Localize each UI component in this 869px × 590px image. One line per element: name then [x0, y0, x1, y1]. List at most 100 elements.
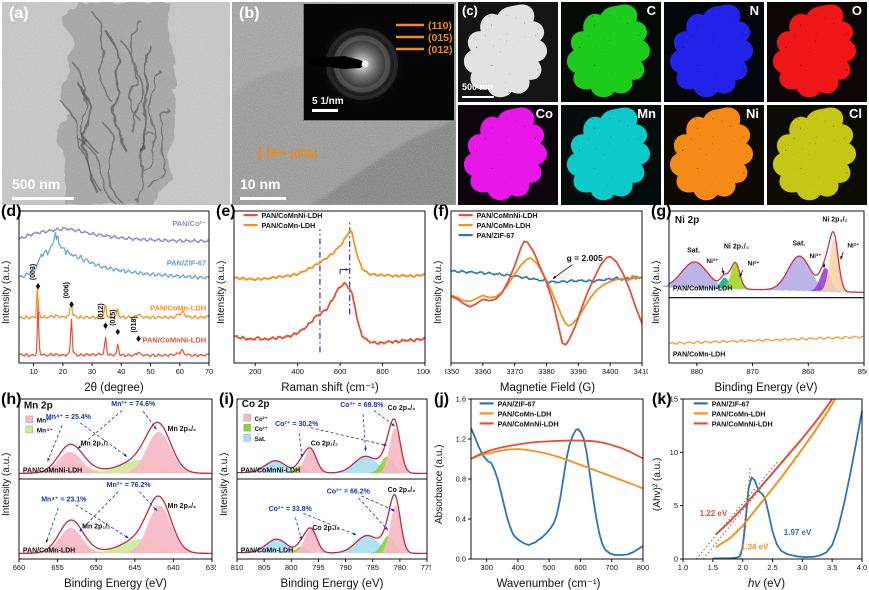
svg-text:850: 850 [858, 367, 867, 376]
svg-text:3380: 3380 [538, 367, 555, 376]
svg-text:PAN/ZIF-67: PAN/ZIF-67 [498, 399, 536, 408]
raman-plot: PAN/CoMnNi-LDH PAN/CoMn-LDH 200 400 600 800 10… [228, 208, 430, 379]
panel-b-scalebar [240, 197, 286, 200]
svg-text:870: 870 [746, 367, 759, 376]
uvvis-plot: PAN/ZIF-67 PAN/CoMn-LDH PAN/CoMnNi-LDH 300 4… [446, 396, 649, 575]
svg-text:785: 785 [366, 563, 379, 572]
svg-text:(012): (012) [98, 303, 105, 319]
eds-tile-C: C [561, 2, 661, 102]
svg-text:780: 780 [394, 563, 407, 572]
epr-y-axis-label: Intensity (a.u.) [433, 260, 444, 325]
panel-a-tem-image: (a) 500 nm [2, 2, 230, 205]
panel-a-scalebar-label: 500 nm [12, 176, 61, 192]
xrd-plot: (003) (006) (012) (015) (018) PAN/Co²⁺ PAN/ZIF… [13, 208, 213, 379]
tauc-plot: PAN/ZIF-67 PAN/CoMn-LDH PAN/CoMnNi-LDH 1.22… [664, 396, 867, 575]
svg-text:PAN/CoMnNi-LDH: PAN/CoMnNi-LDH [143, 335, 207, 344]
svg-text:660: 660 [13, 563, 25, 572]
svg-text:Mn 2p₃/₂: Mn 2p₃/₂ [168, 503, 197, 510]
svg-text:Co²⁺: Co²⁺ [255, 416, 268, 423]
svg-text:3350: 3350 [445, 367, 459, 376]
svg-text:1.22 eV: 1.22 eV [700, 509, 728, 518]
svg-text:(015): (015) [110, 309, 117, 325]
svg-text:810: 810 [231, 563, 243, 572]
svg-text:50: 50 [146, 367, 154, 376]
svg-text:600: 600 [334, 367, 347, 376]
panel-g-ni2p-xps: (g) Intensity (a.u.) Ni 2p Sat. Ni³⁺ Ni 2p₁… [650, 203, 869, 394]
svg-text:Co²⁺ = 33.8%: Co²⁺ = 33.8% [269, 505, 313, 513]
svg-text:Co 2p₃/₂: Co 2p₃/₂ [388, 405, 416, 412]
svg-text:Ni³⁺: Ni³⁺ [809, 253, 821, 260]
eds-label-Mn: Mn [637, 106, 656, 121]
tauc-x-axis-label: hv (eV) [747, 578, 786, 590]
panel-i-co2p-xps: (i) Intensity (a.u.) Co²⁺ Co³⁺ Sat. Co 2p Co… [218, 391, 433, 590]
svg-text:3410: 3410 [634, 367, 648, 376]
panel-d-xrd: (d) Intensity (a.u.) (003) (006) (012) (015… [0, 203, 215, 394]
svg-text:PAN/ZIF-67: PAN/ZIF-67 [167, 259, 206, 268]
tem-image-graphic [2, 2, 230, 205]
eds-tile-O: O [767, 2, 867, 102]
raman-y-axis-label: Intensity (a.u.) [216, 260, 227, 325]
panel-b-scalebar-label: 10 nm [240, 176, 281, 192]
svg-text:655: 655 [51, 563, 64, 572]
svg-text:0.0: 0.0 [456, 555, 466, 564]
svg-text:640: 640 [167, 563, 180, 572]
eds-tile-Cl: Cl [767, 105, 867, 205]
svg-text:645: 645 [129, 563, 142, 572]
svg-text:Co 2p: Co 2p [242, 399, 270, 410]
uvvis-y-axis-label: Absorbance (a.u.) [434, 444, 445, 525]
svg-text:40: 40 [117, 367, 125, 376]
svg-text:Co 2p₁/₂: Co 2p₁/₂ [312, 525, 339, 532]
svg-text:Mn 2p: Mn 2p [24, 401, 53, 412]
svg-text:PAN/CoMnNi-LDH: PAN/CoMnNi-LDH [241, 468, 300, 475]
svg-text:880: 880 [691, 367, 704, 376]
svg-text:g = 2.005: g = 2.005 [567, 253, 603, 263]
svg-text:775: 775 [421, 563, 431, 572]
svg-text:PAN/CoMnNi-LDH: PAN/CoMnNi-LDH [673, 286, 732, 293]
svg-text:Sat.: Sat. [255, 437, 266, 443]
co2p-plot: Co²⁺ Co³⁺ Sat. Co 2p Co²⁺ = 30.2% Co³⁺ = 69.8… [231, 396, 431, 575]
panel-e-raman: (e) Intensity (a.u.) PAN/CoMnNi-LDH PAN/C… [215, 203, 432, 394]
svg-text:Sat.: Sat. [792, 241, 805, 248]
saed-scalebar-label: 5 1/nm [312, 96, 344, 107]
svg-text:3370: 3370 [506, 367, 523, 376]
panel-b-letter: (b) [239, 5, 260, 22]
svg-text:PAN/ZIF-67: PAN/ZIF-67 [712, 399, 750, 408]
panel-h-letter: (h) [1, 391, 22, 408]
svg-text:1.6: 1.6 [456, 396, 466, 404]
svg-text:Mn 2p₁/₂: Mn 2p₁/₂ [82, 524, 110, 531]
panel-j-letter: (j) [434, 391, 450, 408]
svg-text:1.34 eV: 1.34 eV [741, 542, 769, 551]
ni2p-plot: Ni 2p Sat. Ni³⁺ Ni 2p₁/₂ Ni²⁺ Sat. Ni³⁺ Ni 2p₃/… [663, 208, 867, 379]
xrd-x-axis-label: 2θ (degree) [84, 382, 144, 394]
svg-text:PAN/CoMn-LDH: PAN/CoMn-LDH [498, 409, 552, 418]
svg-text:635: 635 [206, 563, 216, 572]
svg-text:200: 200 [249, 367, 262, 376]
tauc-y-axis-label: (Ahv)² (a.u.) [652, 457, 663, 512]
svg-text:60: 60 [176, 367, 184, 376]
mn2p-y-axis-label: Intensity (a.u.) [1, 452, 12, 517]
svg-text:2.0: 2.0 [737, 563, 747, 572]
ni2p-y-axis-label: Intensity (a.u.) [651, 260, 662, 325]
svg-text:1.97 eV: 1.97 eV [784, 528, 812, 537]
svg-text:PAN/CoMnNi-LDH: PAN/CoMnNi-LDH [23, 468, 82, 475]
eds-label-C: C [646, 3, 656, 18]
svg-text:PAN/CoMn-LDH: PAN/CoMn-LDH [712, 409, 766, 418]
svg-text:400: 400 [512, 563, 525, 572]
svg-text:PAN/CoMnNi-LDH: PAN/CoMnNi-LDH [262, 211, 323, 220]
svg-text:1.5: 1.5 [708, 563, 718, 572]
svg-text:300: 300 [480, 563, 493, 572]
svg-text:Mn⁴⁺ = 23.1%: Mn⁴⁺ = 23.1% [41, 495, 87, 503]
svg-text:10: 10 [670, 448, 678, 457]
uvvis-x-axis-label: Wavenumber (cm⁻¹) [496, 578, 601, 590]
eds-tile-Ni: Ni [664, 105, 764, 205]
panel-a-letter: (a) [9, 5, 29, 22]
svg-text:(018): (018) [131, 316, 138, 332]
svg-text:Co³⁺: Co³⁺ [255, 426, 268, 433]
eds-tile-Co: Co [458, 105, 558, 205]
svg-text:1.0: 1.0 [678, 563, 688, 572]
svg-text:Ni³⁺: Ni³⁺ [706, 258, 718, 265]
svg-text:Sat.: Sat. [687, 248, 700, 255]
svg-text:PAN/CoMn-LDH: PAN/CoMn-LDH [241, 548, 293, 555]
svg-text:PAN/CoMnNi-LDH: PAN/CoMnNi-LDH [498, 419, 559, 428]
